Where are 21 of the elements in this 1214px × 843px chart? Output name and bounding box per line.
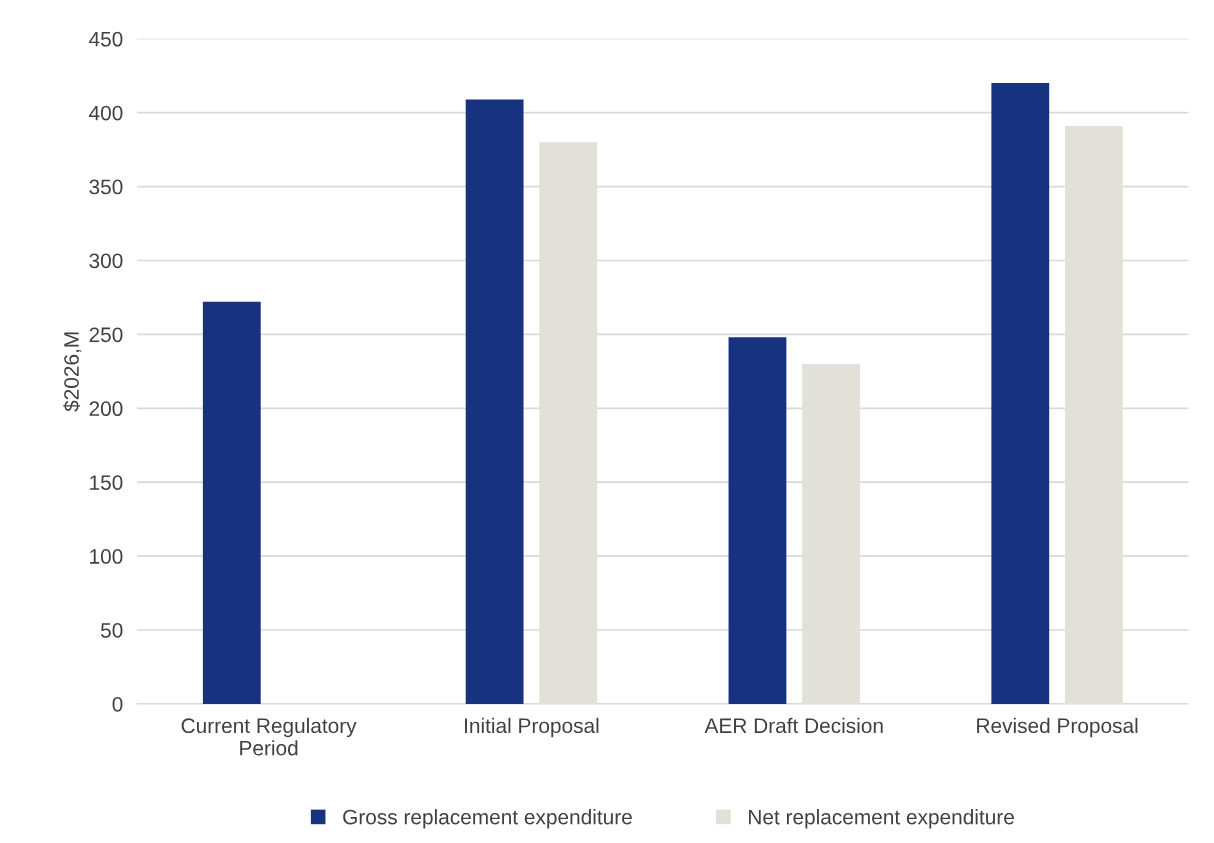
y-tick-label: 300 bbox=[89, 253, 123, 269]
y-tick-label: 400 bbox=[89, 105, 123, 121]
y-tick-label: 50 bbox=[100, 623, 123, 638]
y-tick-label: 250 bbox=[89, 327, 123, 343]
legend-label: Net replacement expenditure bbox=[749, 809, 1014, 829]
y-tick-label: 150 bbox=[90, 475, 123, 490]
x-tick-label: AER Draft Decision bbox=[704, 717, 883, 734]
y-tick-label: 100 bbox=[90, 549, 123, 564]
x-tick-label: Initial Proposal bbox=[465, 717, 599, 738]
bar bbox=[728, 337, 787, 704]
x-tick-label: Current Regulatory Period bbox=[181, 717, 357, 756]
bar bbox=[202, 301, 261, 704]
y-tick-label: 200 bbox=[89, 401, 123, 417]
y-tick-label: 350 bbox=[89, 179, 123, 195]
bar bbox=[465, 99, 524, 704]
y-tick-label: 0 bbox=[112, 696, 123, 712]
y-tick-label: 450 bbox=[89, 31, 123, 47]
legend-label: Gross replacement expenditure bbox=[343, 809, 632, 829]
x-tick-label: Revised Proposal bbox=[977, 717, 1138, 738]
y-axis-title: $2026,M bbox=[63, 332, 82, 412]
bar bbox=[991, 83, 1050, 704]
